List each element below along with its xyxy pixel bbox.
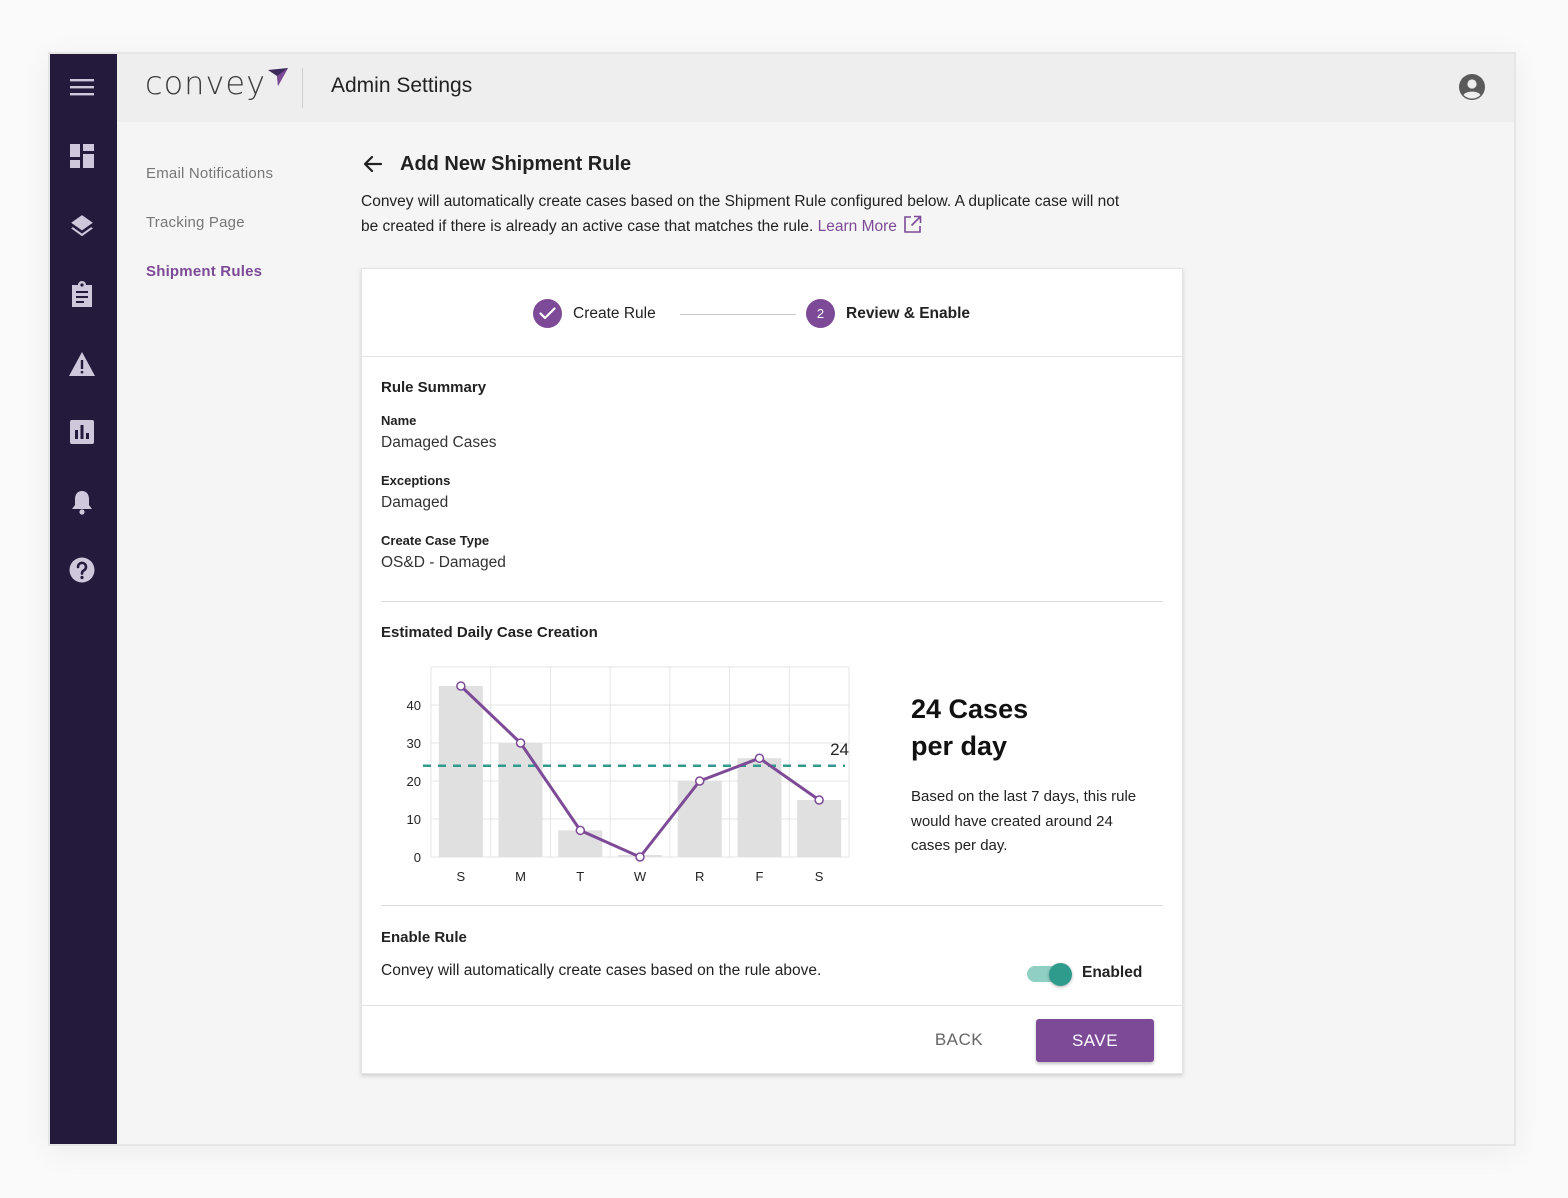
section-title: Rule Summary [381,379,487,396]
y-tick-label: 20 [407,774,421,789]
divider [381,905,1163,906]
check-icon [533,299,562,328]
x-tick-label: T [576,869,584,884]
section-title: Enable Rule [381,929,467,946]
data-point [635,852,645,862]
warning-icon[interactable] [68,350,96,378]
field-label: Exceptions [381,473,451,488]
step-number: 2 [806,299,835,328]
rule-summary: Rule Summary Name Damaged Cases Exceptio… [381,379,1163,572]
bar [498,743,543,857]
step-review-enable[interactable]: 2 Review & Enable [806,299,970,328]
toggle-label: Enabled [1082,964,1143,981]
external-link-icon [904,215,922,233]
x-tick-label: F [755,869,763,884]
step-create-rule[interactable]: Create Rule [533,299,656,328]
footer-divider [362,1005,1182,1006]
bar [677,781,722,857]
bar [737,758,782,857]
bar-chart-icon[interactable] [68,418,96,446]
average-label: 24 [830,740,849,759]
data-point [515,738,526,748]
divider [381,601,1163,602]
logo-arrow-icon [268,68,289,86]
data-point [575,825,586,836]
estimate-detail: Based on the last 7 days, this rule woul… [911,788,1137,854]
x-tick-label: W [634,869,647,884]
field-value: OS&D - Damaged [381,554,506,571]
menu-icon[interactable] [68,73,96,101]
page-title: Add New Shipment Rule [400,152,632,175]
subnav-item-tracking-page[interactable]: Tracking Page [146,214,245,231]
bar [438,686,483,857]
field-value: Damaged [381,494,449,511]
x-tick-label: M [515,869,526,884]
app-title: Admin Settings [331,74,473,97]
save-button[interactable]: SAVE [1036,1019,1154,1062]
summary-field-exceptions: Exceptions Damaged [381,473,1163,512]
settings-subnav: Email Notifications Tracking Page Shipme… [146,162,273,309]
enable-toggle[interactable] [1027,963,1073,986]
rule-card: Create Rule 2 Review & Enable Rule Summa… [361,268,1183,1074]
toggle-knob [1049,963,1072,986]
estimate-headline: 24 Cases per day [911,691,1111,765]
step-connector [680,314,796,315]
back-arrow-icon[interactable] [361,152,385,176]
layers-icon[interactable] [68,212,96,240]
x-tick-label: S [815,869,824,884]
y-tick-label: 40 [407,698,421,713]
daily-cases-chart: 0 10 20 30 40 24 S M T W R F S [407,666,850,884]
dashboard-icon[interactable] [68,142,96,170]
top-bar: convey Admin Settings [117,54,1514,122]
help-icon[interactable] [68,556,96,584]
x-tick-label: R [695,869,704,884]
y-tick-label: 30 [407,736,421,751]
logo-text: convey [145,64,267,102]
page-description: Convey will automatically create cases b… [361,190,1121,239]
learn-more-link[interactable]: Learn More [817,215,922,235]
bar [797,800,842,857]
data-point [456,681,466,691]
main-content: Email Notifications Tracking Page Shipme… [117,122,1514,1144]
headline-line: 24 Cases [911,694,1029,724]
x-tick-label: S [457,869,466,884]
topbar-divider [302,68,303,108]
headline-line: per day [911,731,1008,761]
learn-more-label: Learn More [817,217,897,235]
y-tick-label: 0 [414,850,421,865]
convey-logo[interactable]: convey [145,64,289,102]
subnav-item-shipment-rules[interactable]: Shipment Rules [146,263,263,280]
section-title: Estimated Daily Case Creation [381,624,598,641]
field-value: Damaged Cases [381,434,497,451]
bell-icon[interactable] [68,488,96,516]
step-label: Create Rule [573,304,656,322]
enable-description: Convey will automatically create cases b… [381,962,822,979]
clipboard-icon[interactable] [68,280,96,308]
summary-field-case-type: Create Case Type OS&D - Damaged [381,533,1163,572]
step-label: Review & Enable [846,304,971,322]
back-button[interactable]: BACK [915,1019,1003,1061]
app-window: convey Admin Settings Email Notification… [48,52,1516,1146]
icon-rail [50,54,117,1144]
account-icon[interactable] [1458,73,1486,101]
data-point [814,795,824,805]
page-description-text: Convey will automatically create cases b… [361,193,1120,235]
data-point [694,776,705,786]
field-label: Create Case Type [381,533,490,548]
subnav-item-email-notifications[interactable]: Email Notifications [146,165,274,182]
estimate-section: Estimated Daily Case Creation [381,624,1163,641]
data-point [754,753,765,763]
enable-section: Enable Rule Convey will automatically cr… [381,929,1163,980]
y-tick-label: 10 [407,812,421,827]
page-header: Add New Shipment Rule [361,152,631,176]
stepper: Create Rule 2 Review & Enable [362,269,1182,357]
summary-field-name: Name Damaged Cases [381,413,1163,452]
field-label: Name [381,413,417,428]
